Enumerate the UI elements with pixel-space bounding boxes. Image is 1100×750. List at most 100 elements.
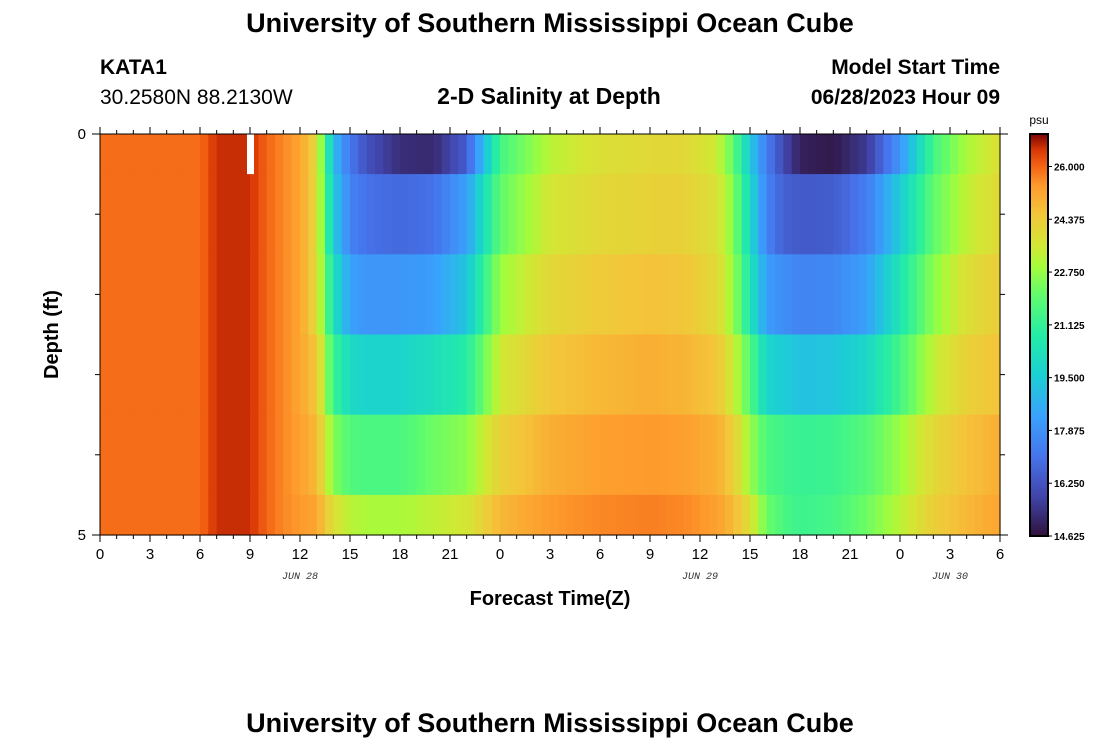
heatmap-cell: [733, 174, 743, 255]
heatmap-cell: [750, 334, 759, 416]
heatmap-cell: [633, 414, 643, 496]
heatmap-cell: [158, 134, 168, 175]
salinity-chart: 0 3 6 9 12 15 18 21 0 3 6 9 12 15 18 21 0 3 6 JUN 28 JUN 29 J…: [41, 113, 1085, 610]
heatmap-cell: [333, 254, 343, 336]
heatmap-cell: [966, 494, 976, 536]
heatmap-cell: [566, 134, 576, 175]
heatmap-cell: [508, 174, 518, 255]
heatmap-cell: [250, 174, 259, 255]
heatmap-cell: [125, 174, 134, 255]
heatmap-cell: [566, 494, 576, 536]
heatmap-cell: [625, 494, 634, 536]
heatmap-cell: [991, 414, 1001, 496]
heatmap-cell: [316, 414, 326, 496]
heatmap-cell: [608, 254, 618, 336]
heatmap-cell: [925, 414, 934, 496]
heatmap-cell: [241, 494, 251, 536]
heatmap-cell: [558, 134, 568, 175]
x-axis-title: Forecast Time(Z): [470, 588, 631, 610]
heatmap-cell: [858, 414, 868, 496]
heatmap-cell: [775, 494, 784, 536]
heatmap-cell: [916, 174, 926, 255]
heatmap-cell: [758, 494, 768, 536]
heatmap-cell: [866, 254, 876, 336]
colorbar-tick-label: 26.000: [1054, 162, 1085, 173]
heatmap-cell: [325, 254, 334, 336]
heatmap-cell: [558, 174, 568, 255]
heatmap-cell: [408, 414, 418, 496]
heatmap-cell: [108, 174, 118, 255]
heatmap-cell: [550, 334, 559, 416]
heatmap-cell: [616, 134, 626, 175]
heatmap-cell: [108, 254, 118, 336]
heatmap-cell: [883, 494, 893, 536]
heatmap-cell: [308, 494, 318, 536]
heatmap-cell: [600, 494, 609, 536]
page-title: University of Southern Mississippi Ocean…: [246, 8, 854, 38]
heatmap-cell: [733, 134, 743, 175]
heatmap-cell: [383, 494, 393, 536]
heatmap-cell: [650, 254, 659, 336]
colorbar-unit: psu: [1029, 113, 1048, 127]
heatmap-cell: [758, 334, 768, 416]
heatmap-cell: [183, 494, 193, 536]
heatmap-cell: [800, 174, 809, 255]
heatmap-cell: [275, 134, 284, 175]
heatmap-cell: [116, 414, 126, 496]
x-tick-label: 3: [146, 546, 154, 563]
heatmap-cell: [700, 494, 709, 536]
heatmap-cell: [358, 334, 368, 416]
heatmap-cell: [941, 174, 951, 255]
x-tick-label: 0: [896, 546, 904, 563]
heatmap-cell: [975, 334, 984, 416]
heatmap-cell: [891, 254, 901, 336]
heatmap-cell: [608, 414, 618, 496]
heatmap-cell: [233, 134, 243, 175]
heatmap-cell: [566, 254, 576, 336]
heatmap-cell: [100, 414, 109, 496]
heatmap-cell: [583, 174, 593, 255]
heatmap-cell: [566, 414, 576, 496]
heatmap-cell: [141, 414, 151, 496]
heatmap-cell: [766, 414, 776, 496]
heatmap-cell: [850, 134, 859, 175]
heatmap-cell: [116, 254, 126, 336]
heatmap-cell: [600, 414, 609, 496]
heatmap-cell: [966, 174, 976, 255]
heatmap-cell: [983, 334, 993, 416]
heatmap-cell: [450, 174, 459, 255]
heatmap-cell: [791, 414, 801, 496]
heatmap-cell: [658, 334, 668, 416]
heatmap-cell: [850, 494, 859, 536]
heatmap-cell: [300, 134, 309, 175]
heatmap-cell: [358, 174, 368, 255]
heatmap-cell: [583, 334, 593, 416]
heatmap-cell: [366, 414, 376, 496]
heatmap-cell: [100, 134, 109, 175]
heatmap-cell: [633, 334, 643, 416]
heatmap-cell: [766, 494, 776, 536]
heatmap-cell: [425, 494, 434, 536]
heatmap-cell: [933, 494, 943, 536]
heatmap-cell: [391, 414, 401, 496]
heatmap-cell: [475, 414, 484, 496]
heatmap-cell: [333, 334, 343, 416]
heatmap-cell: [533, 174, 543, 255]
heatmap-cell: [358, 494, 368, 536]
heatmap-cell: [641, 494, 651, 536]
heatmap-cell: [133, 174, 143, 255]
heatmap-cell: [983, 254, 993, 336]
heatmap-cell: [791, 334, 801, 416]
heatmap-cell: [166, 174, 176, 255]
heatmap-cell: [191, 134, 201, 175]
heatmap-cell: [158, 494, 168, 536]
heatmap-cell: [416, 414, 426, 496]
heatmap-cell: [533, 134, 543, 175]
heatmap-cell: [908, 414, 918, 496]
heatmap-cell: [900, 494, 909, 536]
heatmap-cell: [950, 414, 959, 496]
heatmap-cell: [366, 494, 376, 536]
heatmap-cell: [375, 134, 384, 175]
heatmap-cell: [616, 494, 626, 536]
model-start-value: 06/28/2023 Hour 09: [810, 86, 1000, 109]
